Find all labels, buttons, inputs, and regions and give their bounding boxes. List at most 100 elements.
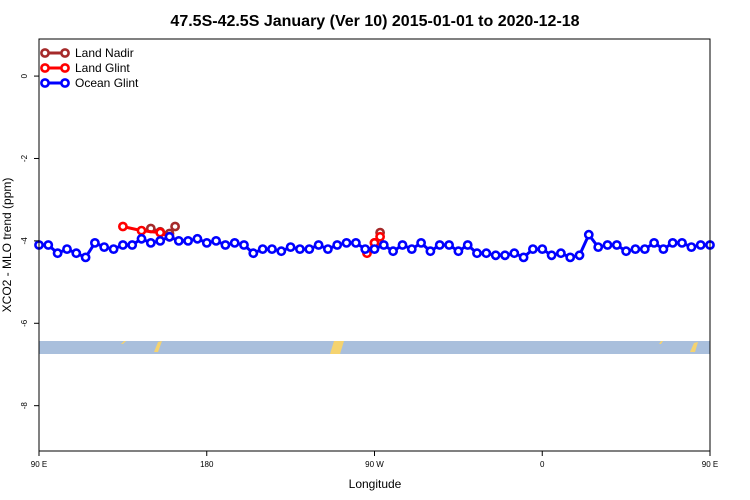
legend-item-land-nadir: Land Nadir xyxy=(40,46,134,60)
legend-marker xyxy=(40,48,50,58)
data-point xyxy=(509,248,520,259)
legend-marker xyxy=(40,78,50,88)
land-patch xyxy=(154,341,162,352)
x-tick-label: 90 E xyxy=(702,460,718,469)
ocean-band xyxy=(39,341,710,354)
data-point xyxy=(304,244,315,254)
data-point xyxy=(649,237,659,248)
x-tick-label: 90 W xyxy=(365,460,384,469)
data-point xyxy=(341,237,352,248)
data-point xyxy=(369,244,380,254)
data-point xyxy=(201,237,212,248)
series-layer xyxy=(34,221,715,263)
x-axis-label: Longitude xyxy=(349,477,402,491)
data-point xyxy=(62,244,72,254)
y-tick-label: -8 xyxy=(20,402,29,410)
data-point xyxy=(462,240,473,250)
data-point xyxy=(127,240,138,250)
data-point xyxy=(192,233,203,244)
y-tick-label: -2 xyxy=(20,154,29,162)
x-tick-label: 0 xyxy=(540,460,545,469)
data-point xyxy=(406,244,417,254)
data-point xyxy=(332,240,343,250)
data-point xyxy=(118,240,128,250)
data-point xyxy=(518,252,529,263)
data-point xyxy=(472,248,482,259)
data-point xyxy=(667,237,678,248)
legend-marker xyxy=(40,63,50,73)
data-point xyxy=(257,244,268,254)
data-point xyxy=(630,244,641,254)
data-point xyxy=(99,242,110,252)
data-point xyxy=(183,235,193,246)
data-point xyxy=(170,221,180,232)
data-point xyxy=(695,240,706,250)
data-point xyxy=(593,242,604,252)
data-point xyxy=(285,242,296,252)
data-point xyxy=(556,248,566,259)
data-point xyxy=(108,244,119,254)
data-point xyxy=(686,242,697,252)
data-point xyxy=(453,246,464,257)
data-point xyxy=(378,240,389,250)
data-point xyxy=(434,240,445,250)
legend-label: Land Nadir xyxy=(75,46,134,60)
data-point xyxy=(490,250,501,261)
data-point xyxy=(211,235,221,246)
data-point xyxy=(528,244,538,254)
data-point xyxy=(621,246,631,257)
data-point xyxy=(350,237,361,248)
x-tick-label: 90 E xyxy=(31,460,47,469)
data-point xyxy=(388,246,398,257)
data-point xyxy=(71,248,82,259)
data-point xyxy=(145,237,156,248)
data-point xyxy=(90,237,100,248)
chart-title: 47.5S-42.5S January (Ver 10) 2015-01-01 … xyxy=(170,13,579,30)
data-point xyxy=(322,244,333,254)
series-line xyxy=(122,225,171,239)
legend-item-land-glint: Land Glint xyxy=(40,61,130,75)
land-patch xyxy=(330,341,344,354)
data-point xyxy=(294,244,305,254)
data-point xyxy=(155,227,166,238)
land-patch xyxy=(121,341,126,344)
data-point xyxy=(173,235,184,246)
data-point xyxy=(397,240,408,250)
data-point xyxy=(80,252,91,263)
data-point xyxy=(658,244,669,254)
y-tick-label: -4 xyxy=(20,237,29,245)
y-tick-label: -6 xyxy=(20,319,29,327)
legend-marker xyxy=(60,63,70,73)
data-point xyxy=(611,240,622,250)
data-point xyxy=(164,231,175,242)
legend-item-ocean-glint: Ocean Glint xyxy=(40,76,139,90)
axes-layer: 90 E 180 90 W 0 90 E 0 -2 -4 -6 -8 xyxy=(20,73,718,469)
data-point xyxy=(52,248,63,259)
data-point xyxy=(677,237,687,248)
data-point xyxy=(248,248,259,259)
data-point xyxy=(565,252,576,263)
data-point xyxy=(313,240,324,250)
data-point xyxy=(155,235,166,246)
data-point xyxy=(136,225,147,236)
data-point xyxy=(500,250,510,261)
data-point xyxy=(229,237,240,248)
data-point xyxy=(276,246,287,257)
data-point xyxy=(425,246,436,257)
legend-label: Ocean Glint xyxy=(75,76,139,90)
legend-marker xyxy=(60,48,70,58)
data-point xyxy=(239,240,249,250)
legend-label: Land Glint xyxy=(75,61,130,75)
data-point xyxy=(602,240,613,250)
data-point xyxy=(416,237,426,248)
land-patch xyxy=(659,341,663,344)
series-ocean-glint xyxy=(34,229,715,263)
data-point xyxy=(546,250,557,261)
data-point xyxy=(537,244,548,254)
data-point xyxy=(574,250,585,261)
data-point xyxy=(360,244,371,254)
y-tick-label: 0 xyxy=(20,73,29,78)
data-point xyxy=(43,240,54,250)
